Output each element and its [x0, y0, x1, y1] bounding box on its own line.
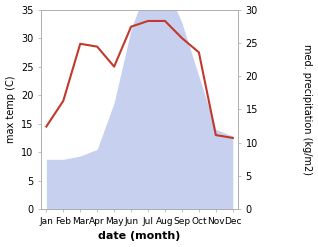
Y-axis label: med. precipitation (kg/m2): med. precipitation (kg/m2) — [302, 44, 313, 175]
X-axis label: date (month): date (month) — [98, 231, 181, 242]
Y-axis label: max temp (C): max temp (C) — [5, 76, 16, 143]
